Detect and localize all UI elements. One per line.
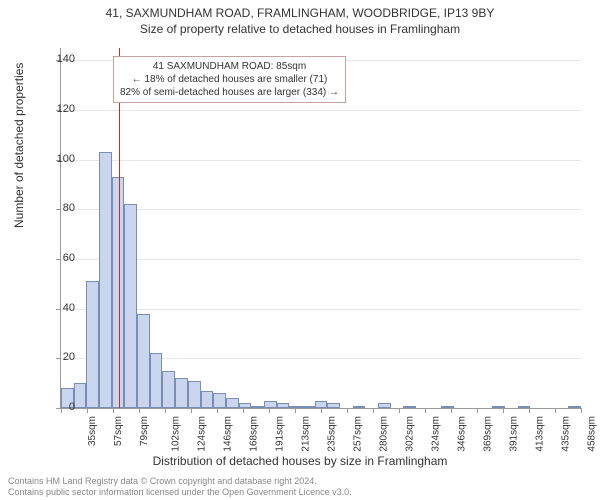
x-tick-label: 324sqm	[431, 416, 442, 452]
footer-attribution: Contains HM Land Registry data © Crown c…	[8, 476, 352, 498]
x-tick-label: 168sqm	[249, 416, 260, 452]
x-tick-mark	[399, 408, 400, 413]
histogram-bar	[302, 406, 315, 408]
footer-line-1: Contains HM Land Registry data © Crown c…	[8, 476, 352, 487]
x-tick-mark	[191, 408, 192, 413]
histogram-bar	[264, 401, 277, 408]
x-tick-mark	[217, 408, 218, 413]
chart-container: 41, SAXMUNDHAM ROAD, FRAMLINGHAM, WOODBR…	[0, 0, 600, 500]
x-tick-mark	[451, 408, 452, 413]
x-tick-label: 413sqm	[535, 416, 546, 452]
y-tick-label: 120	[35, 103, 75, 115]
histogram-bar	[137, 314, 150, 408]
histogram-bar	[568, 406, 581, 408]
histogram-bar	[378, 403, 391, 408]
histogram-bar	[353, 406, 366, 408]
x-tick-label: 79sqm	[139, 416, 150, 446]
x-tick-mark	[113, 408, 114, 413]
histogram-bar	[239, 403, 252, 408]
y-tick-label: 0	[35, 401, 75, 413]
x-tick-label: 235sqm	[327, 416, 338, 452]
annotation-line-2: ← 18% of detached houses are smaller (71…	[120, 73, 339, 86]
x-tick-label: 257sqm	[353, 416, 364, 452]
x-tick-mark	[529, 408, 530, 413]
x-tick-mark	[555, 408, 556, 413]
x-tick-label: 146sqm	[223, 416, 234, 452]
histogram-bar	[162, 371, 175, 408]
histogram-bar	[201, 391, 214, 408]
y-tick-label: 140	[35, 53, 75, 65]
x-tick-label: 213sqm	[301, 416, 312, 452]
x-tick-label: 346sqm	[457, 416, 468, 452]
x-tick-label: 57sqm	[113, 416, 124, 446]
x-tick-mark	[347, 408, 348, 413]
histogram-bar	[150, 353, 163, 408]
chart-title: 41, SAXMUNDHAM ROAD, FRAMLINGHAM, WOODBR…	[0, 6, 600, 22]
y-tick-label: 80	[35, 202, 75, 214]
x-tick-mark	[503, 408, 504, 413]
annotation-box: 41 SAXMUNDHAM ROAD: 85sqm← 18% of detach…	[113, 56, 346, 103]
footer-line-2: Contains public sector information licen…	[8, 487, 352, 498]
x-tick-label: 191sqm	[275, 416, 286, 452]
y-tick-label: 100	[35, 153, 75, 165]
histogram-bar	[441, 406, 454, 408]
histogram-bar	[86, 281, 99, 408]
grid-line	[61, 209, 581, 210]
histogram-bar	[403, 406, 416, 408]
x-tick-label: 35sqm	[87, 416, 98, 446]
x-tick-mark	[373, 408, 374, 413]
x-tick-label: 391sqm	[509, 416, 520, 452]
grid-line	[61, 259, 581, 260]
annotation-line-1: 41 SAXMUNDHAM ROAD: 85sqm	[120, 60, 339, 73]
plot-area: 41 SAXMUNDHAM ROAD: 85sqm← 18% of detach…	[60, 48, 581, 409]
y-axis-title: Number of detached properties	[12, 63, 26, 228]
histogram-bar	[213, 393, 226, 408]
x-tick-mark	[321, 408, 322, 413]
x-axis-title: Distribution of detached houses by size …	[0, 454, 600, 468]
x-tick-mark	[477, 408, 478, 413]
x-tick-label: 458sqm	[587, 416, 598, 452]
histogram-bar	[188, 381, 201, 408]
x-tick-mark	[165, 408, 166, 413]
chart-titles: 41, SAXMUNDHAM ROAD, FRAMLINGHAM, WOODBR…	[0, 6, 600, 37]
x-tick-mark	[87, 408, 88, 413]
histogram-bar	[226, 398, 239, 408]
y-tick-label: 60	[35, 252, 75, 264]
y-tick-label: 40	[35, 302, 75, 314]
histogram-bar	[277, 403, 290, 408]
x-tick-label: 280sqm	[379, 416, 390, 452]
histogram-bar	[251, 406, 264, 408]
histogram-bar	[175, 378, 188, 408]
x-tick-mark	[243, 408, 244, 413]
x-tick-mark	[581, 408, 582, 413]
x-tick-label: 124sqm	[197, 416, 208, 452]
x-tick-mark	[425, 408, 426, 413]
histogram-bar	[124, 204, 137, 408]
x-tick-label: 435sqm	[561, 416, 572, 452]
chart-subtitle: Size of property relative to detached ho…	[0, 22, 600, 38]
y-tick-label: 20	[35, 351, 75, 363]
x-tick-mark	[295, 408, 296, 413]
histogram-bar	[99, 152, 112, 408]
x-tick-mark	[269, 408, 270, 413]
grid-line	[61, 160, 581, 161]
histogram-bar	[74, 383, 87, 408]
grid-line	[61, 110, 581, 111]
annotation-line-3: 82% of semi-detached houses are larger (…	[120, 86, 339, 99]
x-tick-label: 102sqm	[171, 416, 182, 452]
x-tick-mark	[139, 408, 140, 413]
histogram-bar	[315, 401, 328, 408]
histogram-bar	[327, 403, 340, 408]
grid-line	[61, 309, 581, 310]
x-tick-label: 369sqm	[483, 416, 494, 452]
x-tick-label: 302sqm	[405, 416, 416, 452]
